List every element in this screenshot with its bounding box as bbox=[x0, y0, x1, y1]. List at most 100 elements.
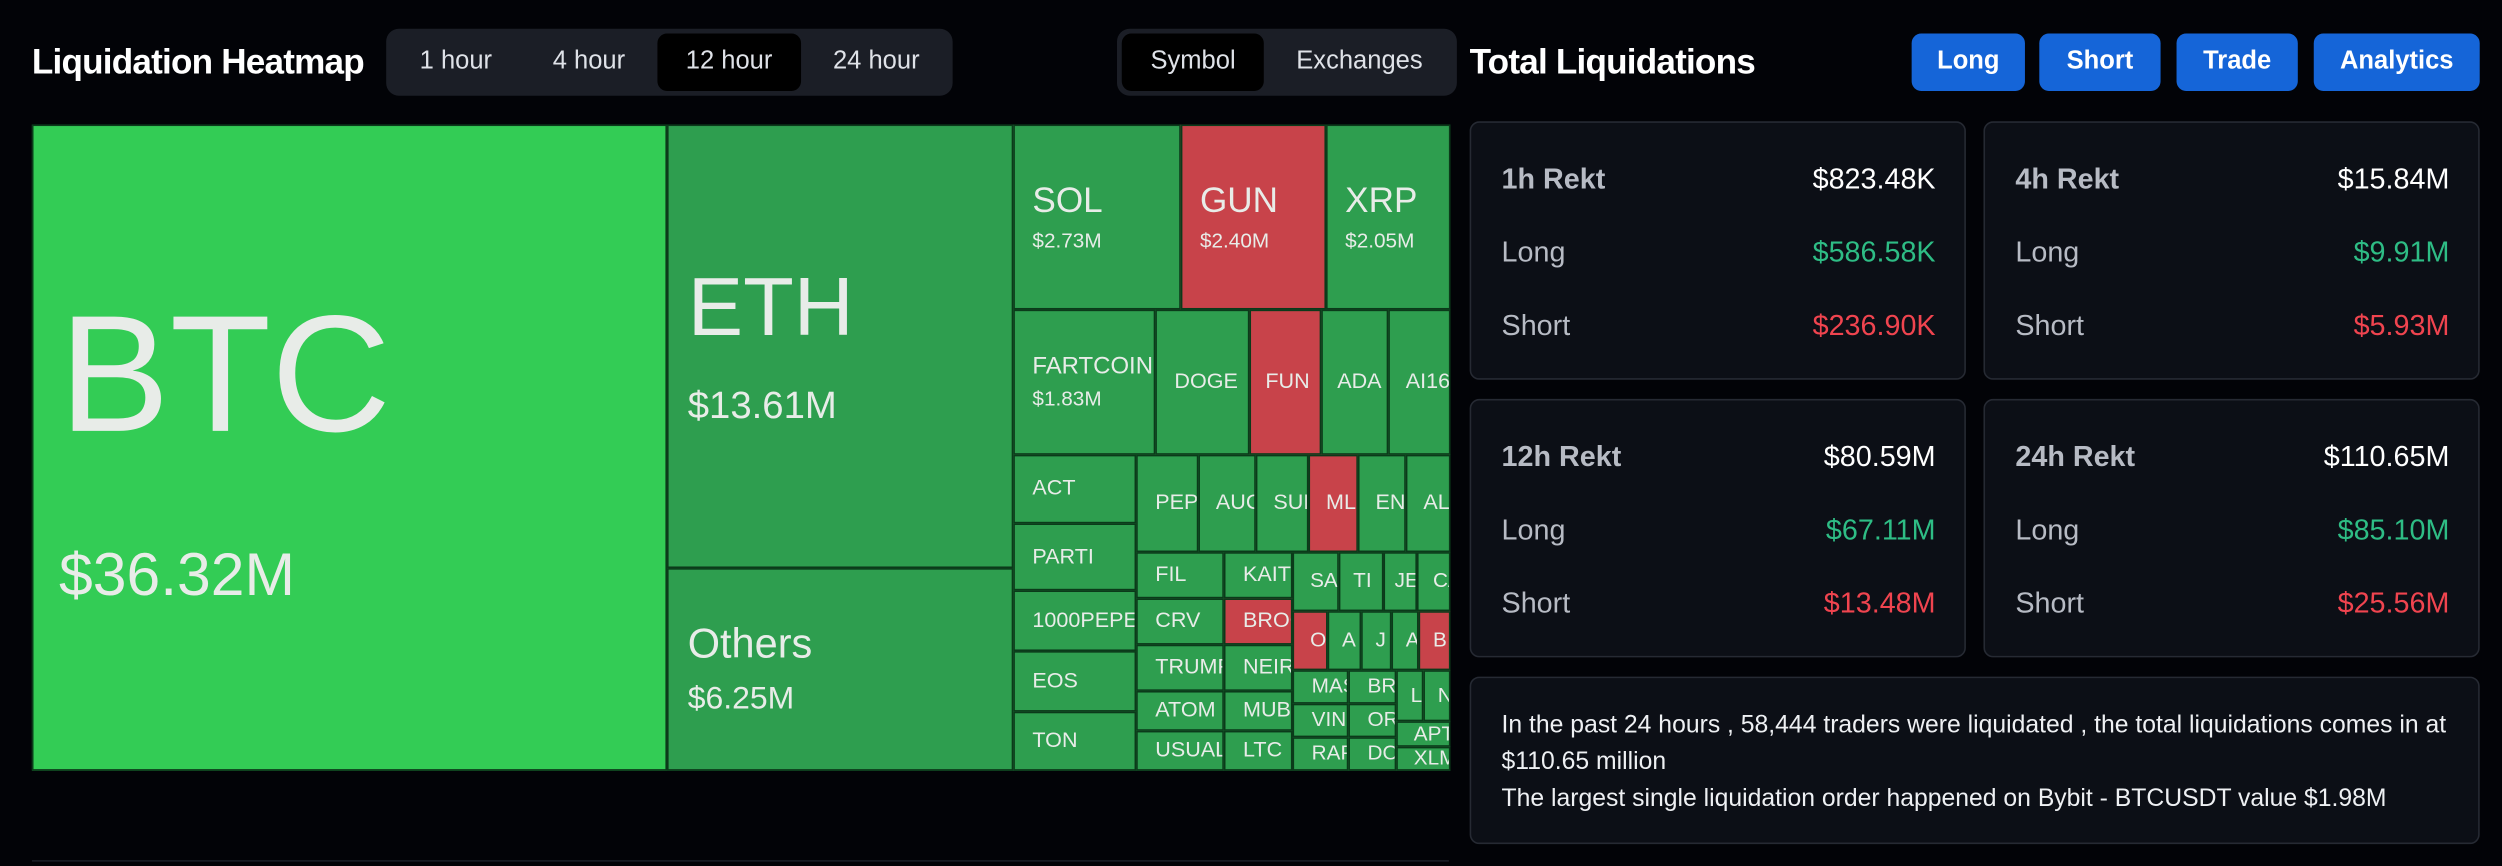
treemap-tile[interactable]: BTC $36.32M bbox=[31, 124, 668, 771]
treemap-tile[interactable]: BR bbox=[1348, 670, 1397, 704]
treemap-tile[interactable]: RAP bbox=[1292, 737, 1349, 771]
treemap-tile[interactable]: AI16 bbox=[1388, 309, 1451, 455]
short-value: $13.48M bbox=[1823, 587, 1936, 620]
tile-value: $13.61M bbox=[687, 384, 837, 428]
treemap-tile[interactable]: VIN bbox=[1292, 703, 1349, 738]
card-row: 4h Rekt $15.84M bbox=[2015, 163, 2449, 197]
treemap-tile[interactable]: PEP bbox=[1136, 454, 1199, 553]
treemap-tile[interactable]: TON bbox=[1013, 711, 1137, 771]
treemap-tile[interactable]: Others $6.25M bbox=[667, 568, 1014, 771]
tile-symbol: J bbox=[1375, 627, 1386, 652]
treemap-tile[interactable]: N bbox=[1423, 670, 1451, 722]
tile-symbol: AUC bbox=[1215, 490, 1254, 514]
treemap-tile[interactable]: 1000PEPE bbox=[1013, 590, 1137, 652]
long-value: $9.91M bbox=[2353, 236, 2450, 269]
treemap-tile[interactable]: MAS bbox=[1292, 670, 1349, 704]
treemap-tile[interactable]: DOGE bbox=[1155, 309, 1250, 455]
card-row: Short $5.93M bbox=[2015, 310, 2449, 344]
treemap-tile[interactable]: XRP $2.05M bbox=[1326, 124, 1451, 310]
treemap-tile[interactable]: B bbox=[1418, 611, 1451, 671]
treemap-tile[interactable]: ML bbox=[1308, 454, 1358, 553]
action-button[interactable]: Short bbox=[2039, 33, 2161, 91]
tile-symbol: XRP bbox=[1345, 180, 1418, 221]
treemap-tile[interactable]: TRUMP bbox=[1136, 644, 1224, 691]
tile-symbol: L bbox=[1410, 682, 1423, 707]
tile-symbol: DO bbox=[1367, 740, 1397, 765]
card-row: Short $25.56M bbox=[2015, 587, 2449, 621]
tile-symbol: ACT bbox=[1032, 475, 1076, 500]
view-tab[interactable]: Symbol bbox=[1121, 33, 1265, 91]
tile-symbol: SA bbox=[1310, 568, 1338, 593]
heatmap-title: Liquidation Heatmap bbox=[31, 41, 365, 82]
treemap-tile[interactable]: CA bbox=[1416, 552, 1451, 612]
tile-symbol: MUB bbox=[1243, 697, 1291, 722]
treemap-tile[interactable]: TI bbox=[1338, 552, 1384, 612]
action-button[interactable]: Long bbox=[1911, 33, 2025, 91]
timeframe-tab[interactable]: 24 hour bbox=[832, 47, 920, 75]
tile-symbol: A bbox=[1405, 627, 1419, 652]
card-title: 1h Rekt bbox=[1501, 162, 1606, 195]
treemap-tile[interactable]: FIL bbox=[1136, 552, 1224, 599]
treemap-tile[interactable]: L bbox=[1396, 670, 1424, 722]
action-button[interactable]: Trade bbox=[2176, 33, 2298, 91]
treemap-tile[interactable]: KAIT bbox=[1223, 552, 1293, 599]
action-button[interactable]: Analytics bbox=[2313, 33, 2480, 91]
view-tab[interactable]: Exchanges bbox=[1296, 47, 1423, 75]
treemap-tile[interactable]: CRV bbox=[1136, 598, 1224, 645]
card-row: Long $9.91M bbox=[2015, 236, 2449, 270]
treemap-tile[interactable]: AL bbox=[1405, 454, 1451, 553]
card-title: 12h Rekt bbox=[1501, 440, 1622, 473]
tile-symbol: SOL bbox=[1032, 180, 1103, 221]
treemap-tile[interactable]: ETH $13.61M bbox=[667, 124, 1014, 569]
tile-symbol: FARTCOIN bbox=[1032, 352, 1154, 380]
treemap-tile[interactable]: APT bbox=[1396, 721, 1451, 747]
treemap-tile[interactable]: XLM bbox=[1396, 746, 1451, 771]
timeframe-tab[interactable]: 4 hour bbox=[552, 47, 626, 75]
treemap-tile[interactable]: SUI bbox=[1255, 454, 1309, 553]
short-label: Short bbox=[1501, 587, 1571, 620]
long-label: Long bbox=[2015, 513, 2080, 546]
treemap-tile[interactable]: ATOM bbox=[1136, 690, 1224, 731]
treemap-tile[interactable]: USUAL bbox=[1136, 730, 1224, 771]
card-row: Long $67.11M bbox=[1502, 514, 1936, 548]
treemap-tile[interactable]: FARTCOIN $1.83M bbox=[1013, 309, 1156, 455]
treemap-tile[interactable]: A bbox=[1391, 611, 1419, 671]
treemap-tile[interactable]: LTC bbox=[1223, 730, 1293, 771]
treemap-tile[interactable]: MUB bbox=[1223, 690, 1293, 731]
treemap-tile[interactable]: NEIR bbox=[1223, 644, 1293, 691]
treemap-tile[interactable]: OR bbox=[1348, 703, 1397, 738]
rekt-card: 4h Rekt $15.84M Long $9.91M Short $5.93M bbox=[1983, 121, 2480, 380]
long-label: Long bbox=[2015, 236, 2080, 269]
tile-symbol: EN bbox=[1375, 490, 1406, 514]
tile-symbol: CRV bbox=[1155, 608, 1201, 633]
treemap-tile[interactable]: PARTI bbox=[1013, 523, 1137, 591]
treemap-tile[interactable]: GUN $2.40M bbox=[1180, 124, 1327, 310]
timeframe-tab[interactable]: 12 hour bbox=[657, 33, 802, 91]
treemap-tile[interactable]: O bbox=[1292, 611, 1328, 671]
treemap-tile[interactable]: A bbox=[1327, 611, 1362, 671]
tile-symbol: BR bbox=[1367, 673, 1397, 698]
treemap-tile[interactable]: SOL $2.73M bbox=[1013, 124, 1181, 310]
treemap-tile[interactable]: AUC bbox=[1198, 454, 1256, 553]
treemap-tile[interactable]: J bbox=[1361, 611, 1392, 671]
treemap-tile[interactable]: BROC bbox=[1223, 598, 1293, 645]
treemap-tile[interactable]: JE bbox=[1383, 552, 1417, 612]
treemap-tile[interactable]: ADA bbox=[1321, 309, 1389, 455]
treemap-tile[interactable]: EN bbox=[1357, 454, 1406, 553]
tile-symbol: FIL bbox=[1155, 561, 1187, 586]
treemap-tile[interactable]: EOS bbox=[1013, 651, 1137, 712]
card-row: 24h Rekt $110.65M bbox=[2015, 440, 2449, 474]
tile-symbol: N bbox=[1438, 683, 1449, 707]
short-label: Short bbox=[1501, 309, 1571, 342]
treemap-tile[interactable]: SA bbox=[1292, 552, 1339, 612]
card-title: 4h Rekt bbox=[2015, 162, 2120, 195]
tile-symbol: BROC bbox=[1243, 608, 1291, 633]
timeframe-tab[interactable]: 1 hour bbox=[419, 47, 493, 75]
tile-symbol: KAIT bbox=[1243, 561, 1291, 586]
tile-symbol: EOS bbox=[1032, 667, 1078, 692]
tile-symbol: B bbox=[1432, 627, 1447, 652]
treemap-tile[interactable]: ACT bbox=[1013, 454, 1137, 524]
treemap-tile[interactable]: FUN bbox=[1249, 309, 1322, 455]
tile-symbol: APT bbox=[1413, 721, 1451, 745]
treemap-tile[interactable]: DO bbox=[1348, 737, 1397, 771]
